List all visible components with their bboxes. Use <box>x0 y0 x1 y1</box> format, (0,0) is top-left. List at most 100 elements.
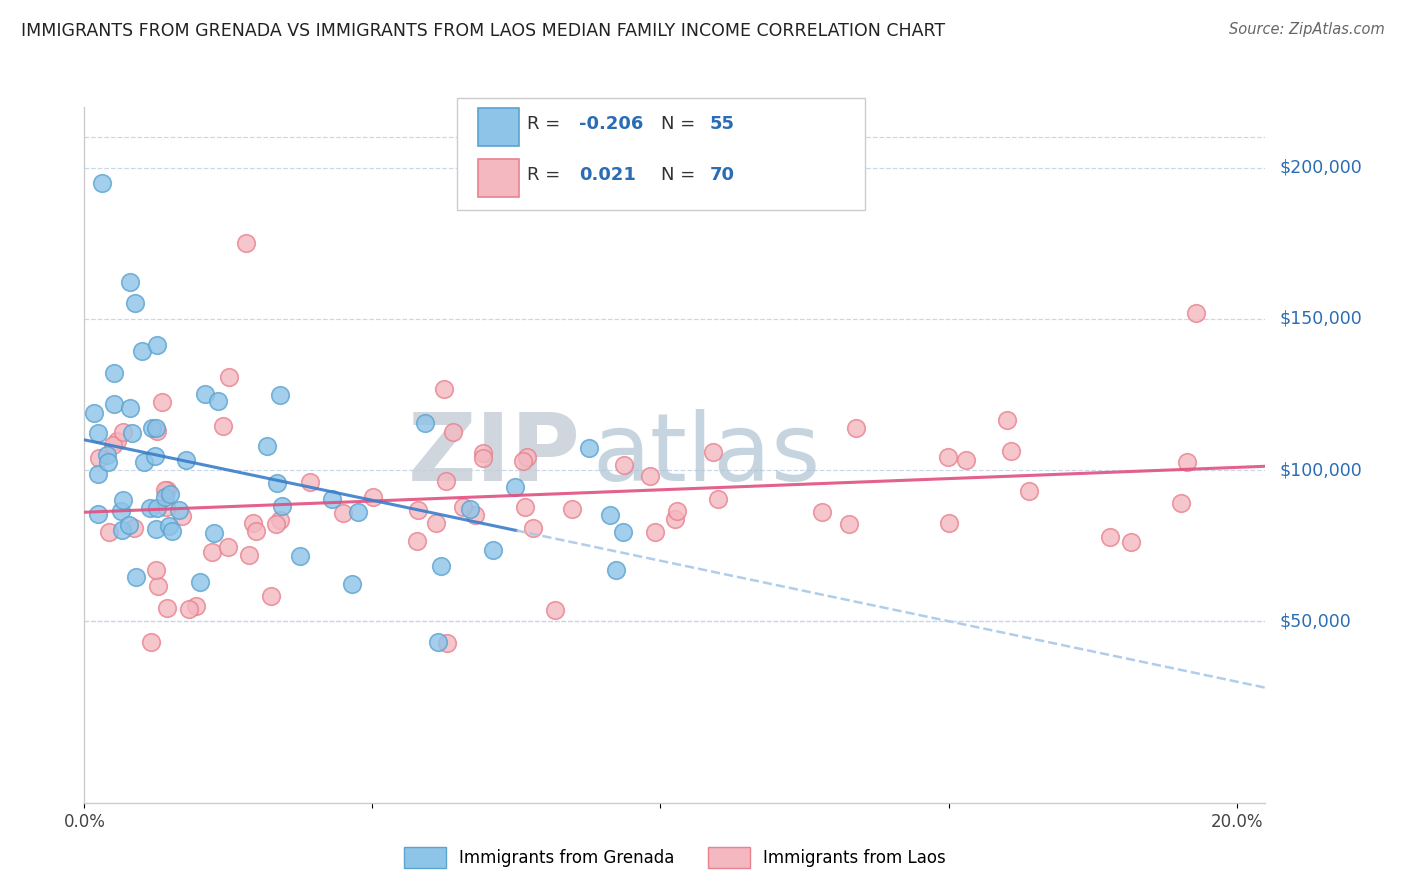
Point <box>125 570 148 584</box>
Point <box>561 502 583 516</box>
Text: $200,000: $200,000 <box>1279 159 1362 177</box>
Point <box>153 483 176 497</box>
Point <box>1170 496 1192 510</box>
Point <box>118 518 141 533</box>
Point <box>513 500 536 515</box>
Point <box>157 519 180 533</box>
Point <box>332 506 354 520</box>
Point <box>98 524 121 539</box>
Point <box>512 454 534 468</box>
Point <box>269 388 291 402</box>
Point <box>201 545 224 559</box>
Point <box>413 416 436 430</box>
Point <box>103 397 125 411</box>
Point <box>471 446 494 460</box>
Point <box>665 504 688 518</box>
Point <box>111 523 134 537</box>
Point <box>87 507 110 521</box>
Point <box>87 450 110 465</box>
Point <box>143 449 166 463</box>
Point <box>430 559 453 574</box>
Point <box>176 453 198 467</box>
Point <box>217 541 239 555</box>
Point <box>471 450 494 465</box>
Point <box>612 524 634 539</box>
Point <box>1119 535 1142 549</box>
Point <box>111 425 134 439</box>
Point <box>235 236 257 251</box>
Point <box>1185 306 1208 320</box>
Point <box>464 508 486 522</box>
Point <box>124 296 146 310</box>
Point <box>425 516 447 530</box>
Point <box>134 455 156 469</box>
Point <box>83 406 105 420</box>
Text: R =: R = <box>527 115 567 133</box>
Point <box>845 420 868 434</box>
Point <box>664 512 686 526</box>
Point <box>522 521 544 535</box>
Point <box>321 491 343 506</box>
Point <box>103 366 125 380</box>
Point <box>121 426 143 441</box>
Point <box>405 533 427 548</box>
Point <box>184 599 207 614</box>
Point <box>347 505 370 519</box>
Point <box>105 434 128 448</box>
Point <box>122 521 145 535</box>
Text: $150,000: $150,000 <box>1279 310 1362 327</box>
Point <box>218 369 240 384</box>
Point <box>146 579 169 593</box>
Point <box>131 343 153 358</box>
Point <box>167 503 190 517</box>
Point <box>238 548 260 562</box>
Point <box>156 601 179 615</box>
Text: N =: N = <box>661 115 700 133</box>
Point <box>112 493 135 508</box>
Text: $50,000: $50,000 <box>1279 612 1351 631</box>
Point <box>838 517 860 532</box>
Point <box>86 425 108 440</box>
Text: 70: 70 <box>710 167 735 185</box>
Point <box>153 490 176 504</box>
Text: ZIP: ZIP <box>408 409 581 501</box>
Point <box>193 387 215 401</box>
Point <box>938 516 960 531</box>
Point <box>146 424 169 438</box>
Point <box>810 504 832 518</box>
Point <box>936 450 959 464</box>
Point <box>436 636 458 650</box>
Point <box>188 575 211 590</box>
Point <box>146 338 169 352</box>
Point <box>145 563 167 577</box>
Point <box>139 634 162 648</box>
Point <box>613 458 636 472</box>
Legend: Immigrants from Grenada, Immigrants from Laos: Immigrants from Grenada, Immigrants from… <box>398 841 952 874</box>
Point <box>340 577 363 591</box>
Point <box>955 452 977 467</box>
Point <box>145 501 167 516</box>
Point <box>266 475 288 490</box>
Point <box>995 413 1018 427</box>
Point <box>503 479 526 493</box>
Text: Source: ZipAtlas.com: Source: ZipAtlas.com <box>1229 22 1385 37</box>
Point <box>159 486 181 500</box>
Point <box>141 421 163 435</box>
Point <box>139 500 162 515</box>
Point <box>156 483 179 497</box>
Point <box>443 425 465 439</box>
Point <box>707 491 730 506</box>
Point <box>433 382 456 396</box>
Point <box>605 563 627 577</box>
Point <box>702 444 724 458</box>
Point <box>644 525 666 540</box>
Point <box>266 517 288 532</box>
Point <box>145 522 167 536</box>
Text: -0.206: -0.206 <box>579 115 644 133</box>
Point <box>87 467 110 482</box>
Point <box>260 590 283 604</box>
Point <box>211 418 233 433</box>
Text: atlas: atlas <box>592 409 821 501</box>
Point <box>1099 530 1122 544</box>
Point <box>118 401 141 416</box>
